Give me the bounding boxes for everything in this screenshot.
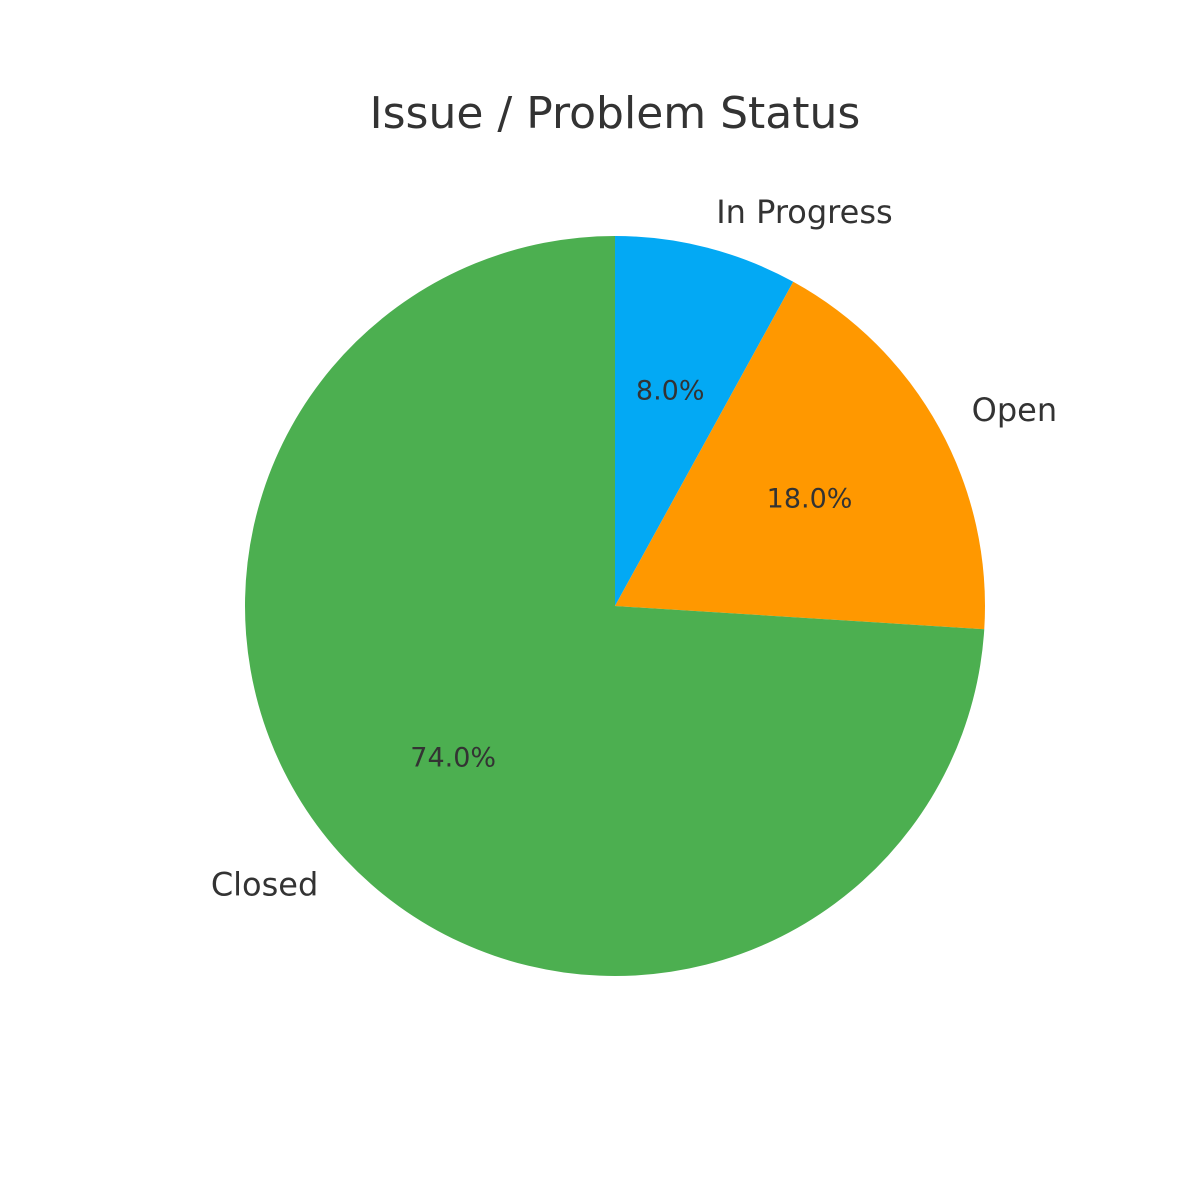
value-label-closed: 74.0% <box>410 742 496 773</box>
category-label-open: Open <box>972 391 1057 429</box>
value-label-open: 18.0% <box>767 484 853 515</box>
pie-slice-open <box>615 281 986 630</box>
pie-slice-closed <box>244 236 985 976</box>
category-label-in-progress: In Progress <box>716 193 892 231</box>
pie-slice-in-progress <box>615 236 794 606</box>
category-label-closed: Closed <box>211 866 318 904</box>
value-label-in-progress: 8.0% <box>636 375 705 406</box>
chart-title: Issue / Problem Status <box>370 88 861 139</box>
pie-slices <box>244 236 986 976</box>
pie-labels: In Progress 8.0% Open 18.0% Closed 74.0% <box>211 193 1057 904</box>
